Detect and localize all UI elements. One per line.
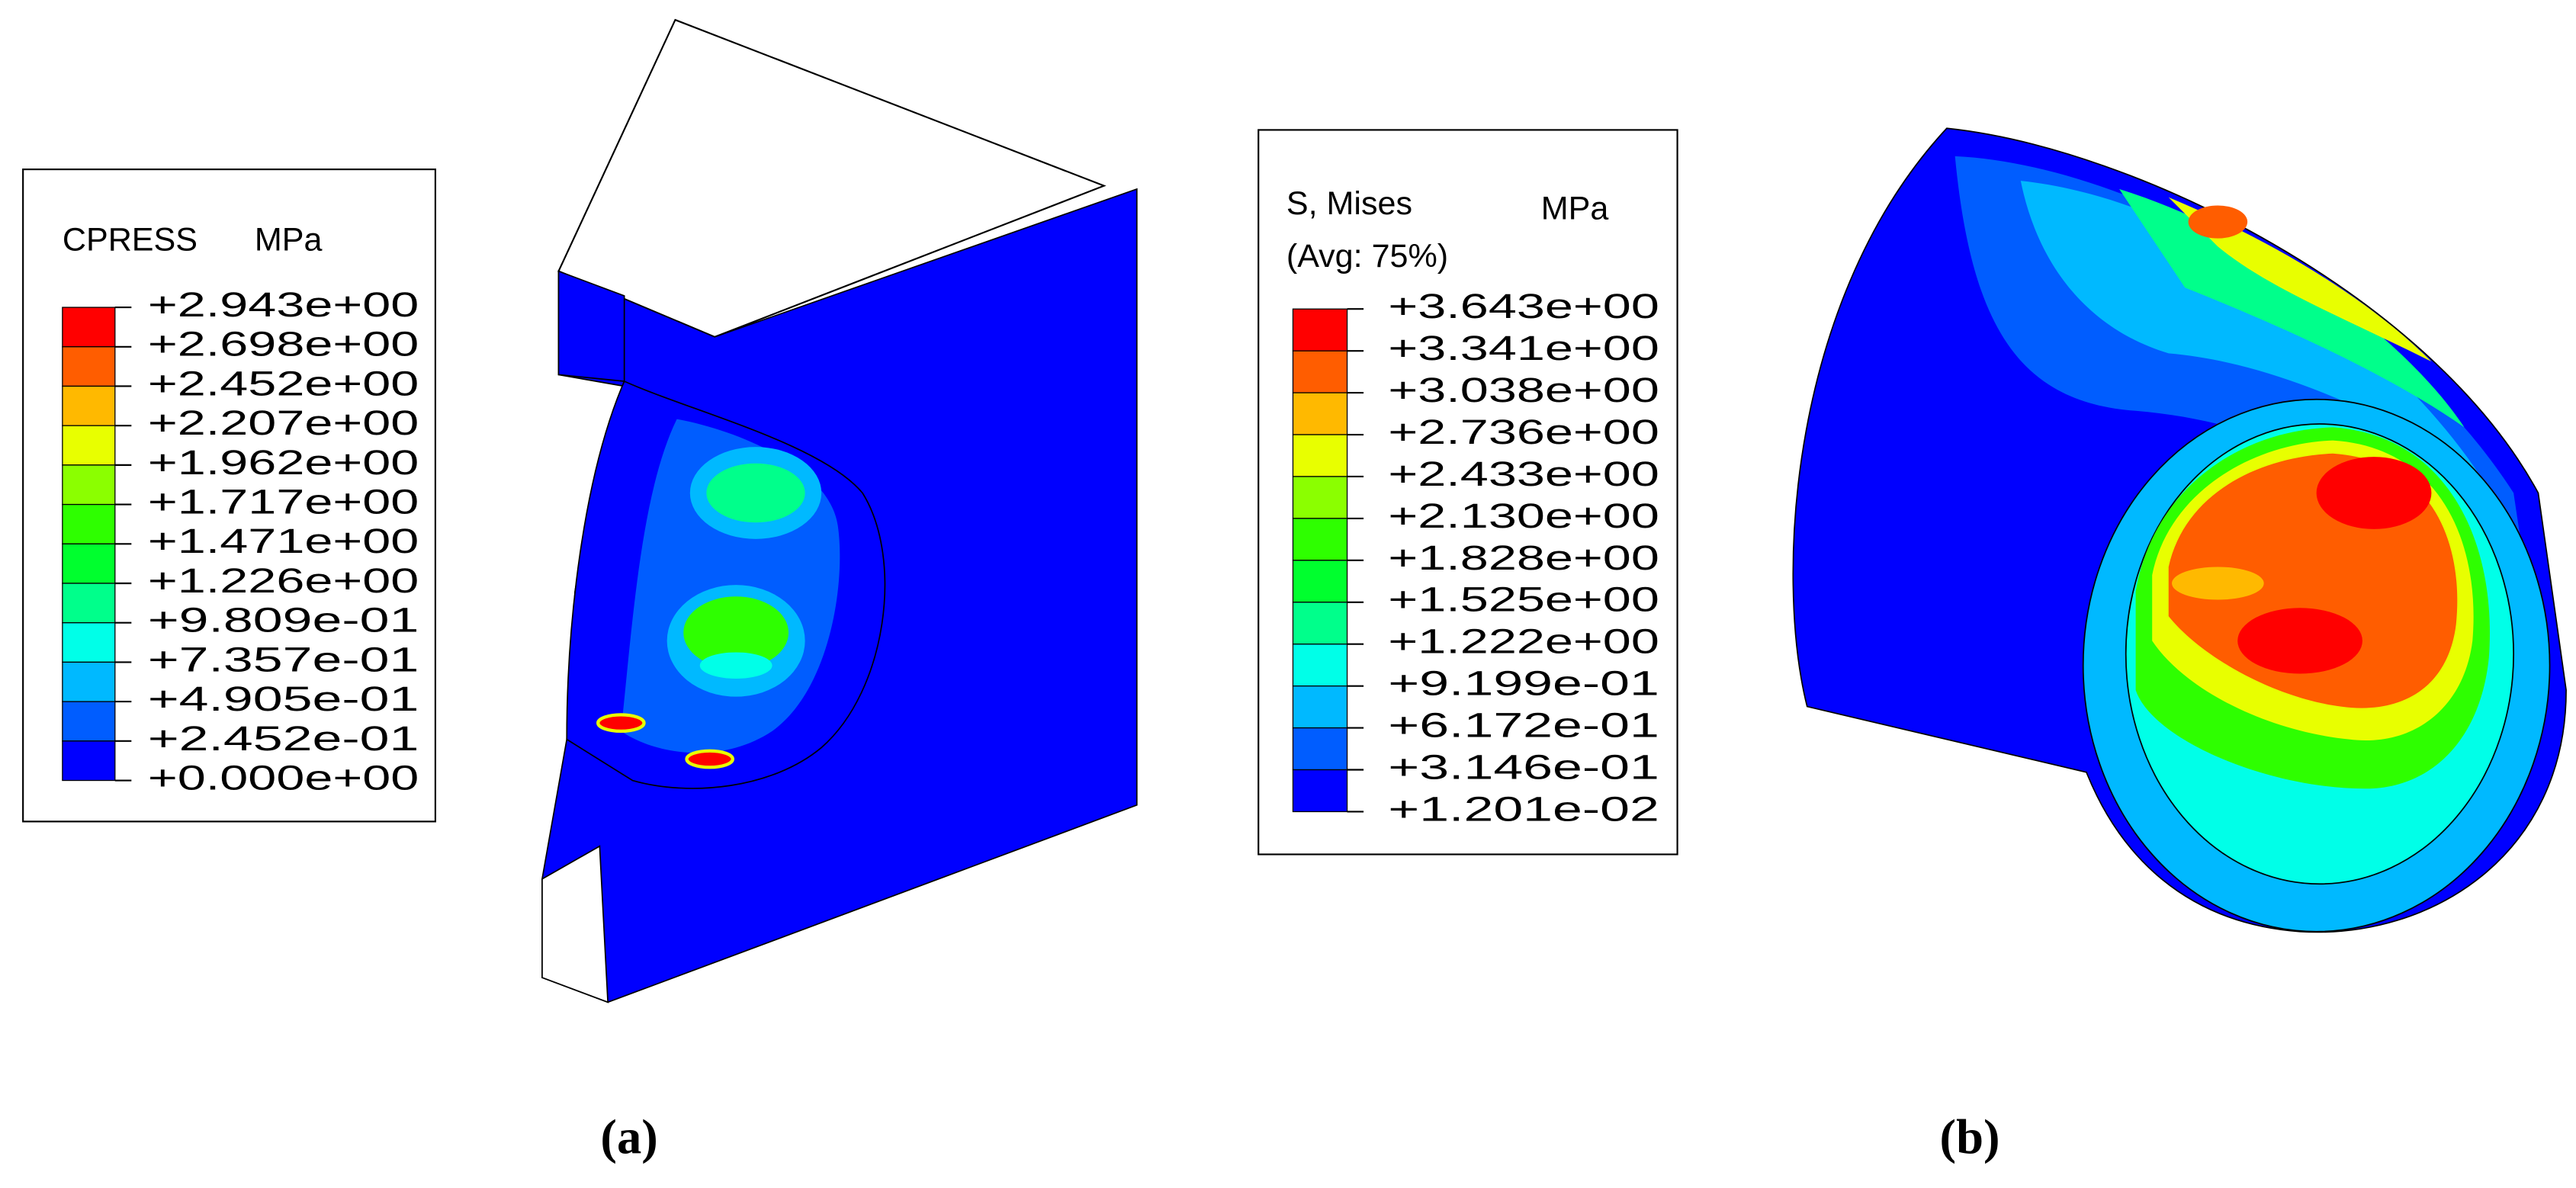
legend-swatch xyxy=(1292,560,1348,603)
legend-label: +1.525e+00 xyxy=(1388,580,1659,619)
legend-label: +1.471e+00 xyxy=(148,522,419,560)
legend-label: +3.643e+00 xyxy=(1388,287,1659,326)
legend-label: +2.736e+00 xyxy=(1388,413,1659,451)
legend-swatch xyxy=(62,346,116,387)
legend-swatch xyxy=(62,543,116,584)
legend-swatch xyxy=(62,503,116,544)
contour-band xyxy=(706,463,805,523)
legend-label: +3.341e+00 xyxy=(1388,329,1659,368)
legend-label: +3.146e-01 xyxy=(1388,747,1659,786)
legend-label: +2.452e+00 xyxy=(148,364,419,403)
legend-label: +2.130e+00 xyxy=(1388,496,1659,535)
legend-label: +9.809e-01 xyxy=(148,601,419,640)
legend-swatch xyxy=(1292,685,1348,729)
legend-label: +1.201e-02 xyxy=(1388,789,1659,828)
legend-swatch xyxy=(1292,308,1348,352)
upper-tab xyxy=(557,270,625,382)
legend-swatch xyxy=(62,425,116,466)
legend-label: +6.172e-01 xyxy=(1388,706,1659,745)
legend-swatch xyxy=(62,583,116,624)
legend-label: +3.038e+00 xyxy=(1388,371,1659,409)
legend-unit: MPa xyxy=(255,221,323,258)
legend-subtitle: (Avg: 75%) xyxy=(1286,238,1448,275)
panel-caption: (b) xyxy=(1940,1109,2000,1164)
legend-swatch xyxy=(1292,769,1348,813)
legend-label: +7.357e-01 xyxy=(148,640,419,679)
legend-label: +2.207e+00 xyxy=(148,403,419,442)
legend-title: CPRESS xyxy=(63,221,198,258)
legend-swatch xyxy=(1292,434,1348,477)
legend-label: +2.943e+00 xyxy=(148,285,419,324)
legend-swatch xyxy=(62,307,116,348)
legend-swatch xyxy=(1292,350,1348,393)
legend-swatch xyxy=(1292,727,1348,771)
legend-swatch xyxy=(62,661,116,702)
contour-peak xyxy=(2237,608,2362,674)
legend-unit: MPa xyxy=(1541,190,1609,226)
legend-label: +4.905e-01 xyxy=(148,679,419,718)
contour-peak xyxy=(2316,457,2432,529)
legend-swatch xyxy=(1292,392,1348,435)
contour-band xyxy=(2188,205,2248,239)
legend-swatch xyxy=(62,385,116,426)
contour-band xyxy=(699,652,772,679)
legend-title: S, Mises xyxy=(1286,185,1412,222)
legend-label: +1.222e+00 xyxy=(1388,622,1659,661)
model-a xyxy=(541,18,1138,1003)
legend-label: +2.452e-01 xyxy=(148,719,419,758)
legend-label: +9.199e-01 xyxy=(1388,664,1659,703)
bottom-face xyxy=(541,845,609,1003)
legend-swatch xyxy=(1292,476,1348,519)
legend-label: +1.717e+00 xyxy=(148,483,419,522)
contour-peak xyxy=(596,713,646,734)
legend-label: +0.000e+00 xyxy=(148,758,419,797)
legend-swatch xyxy=(1292,602,1348,645)
legend-swatch xyxy=(62,622,116,663)
legend-label: +2.698e+00 xyxy=(148,325,419,364)
legend-swatch xyxy=(62,464,116,506)
contour-band xyxy=(2172,567,2264,600)
legend-label: +1.962e+00 xyxy=(148,443,419,482)
legend-swatch xyxy=(1292,644,1348,687)
legend-swatch xyxy=(62,701,116,742)
legend-label: +1.828e+00 xyxy=(1388,538,1659,577)
legend-swatch xyxy=(1292,518,1348,561)
contour-peak xyxy=(685,749,734,769)
legend-label: +1.226e+00 xyxy=(148,561,419,600)
contour-band xyxy=(2020,181,2481,477)
panel-caption: (a) xyxy=(600,1109,657,1164)
legend-swatch xyxy=(62,740,116,782)
contour-band xyxy=(2168,197,2432,362)
legend-label: +2.433e+00 xyxy=(1388,454,1659,493)
contour-band xyxy=(683,596,789,669)
model-b xyxy=(1792,127,2567,933)
contour-band xyxy=(2119,188,2465,428)
